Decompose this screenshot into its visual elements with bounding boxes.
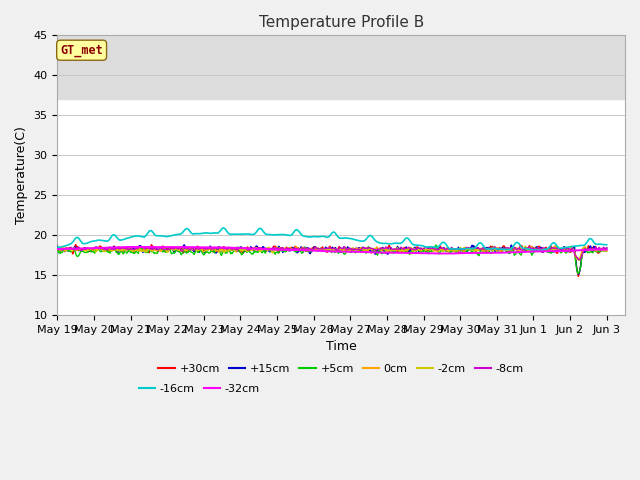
+15cm	[575, 272, 582, 277]
Text: GT_met: GT_met	[60, 44, 103, 57]
Line: -32cm: -32cm	[58, 247, 607, 253]
0cm	[575, 257, 582, 263]
Legend: -16cm, -32cm: -16cm, -32cm	[134, 379, 264, 398]
+30cm	[72, 242, 79, 248]
-8cm	[136, 244, 144, 250]
Line: 0cm: 0cm	[58, 246, 607, 260]
0cm	[205, 245, 212, 251]
-2cm	[521, 243, 529, 249]
+5cm	[120, 251, 128, 256]
-16cm	[220, 225, 227, 231]
-16cm	[176, 231, 184, 237]
+5cm	[63, 247, 71, 253]
Bar	[58, 36, 625, 99]
-32cm	[63, 246, 71, 252]
+15cm	[205, 245, 213, 251]
-2cm	[575, 257, 583, 263]
+5cm	[432, 242, 440, 248]
+15cm	[176, 248, 184, 254]
-2cm	[205, 247, 212, 252]
+15cm	[120, 247, 128, 253]
+30cm	[575, 274, 582, 279]
-16cm	[399, 238, 407, 244]
0cm	[552, 243, 559, 249]
+15cm	[416, 247, 424, 252]
-16cm	[603, 242, 611, 248]
+30cm	[121, 248, 129, 253]
0cm	[63, 246, 71, 252]
Line: -16cm: -16cm	[58, 228, 607, 251]
-8cm	[54, 246, 61, 252]
+5cm	[575, 271, 582, 276]
Title: Temperature Profile B: Temperature Profile B	[259, 15, 424, 30]
-2cm	[603, 249, 611, 254]
Line: +15cm: +15cm	[58, 245, 607, 275]
0cm	[176, 246, 184, 252]
+5cm	[603, 245, 611, 251]
+5cm	[205, 250, 212, 256]
Line: -8cm: -8cm	[58, 247, 607, 260]
-32cm	[54, 246, 61, 252]
+30cm	[205, 246, 213, 252]
X-axis label: Time: Time	[326, 340, 356, 353]
0cm	[399, 248, 406, 253]
-32cm	[440, 251, 447, 256]
-8cm	[120, 246, 128, 252]
-16cm	[120, 237, 128, 242]
+30cm	[603, 248, 611, 253]
-32cm	[603, 247, 611, 252]
+15cm	[399, 249, 407, 254]
-2cm	[399, 248, 406, 253]
-16cm	[536, 248, 543, 253]
0cm	[603, 247, 611, 253]
-16cm	[54, 244, 61, 250]
-16cm	[205, 230, 212, 236]
-2cm	[54, 245, 61, 251]
+5cm	[415, 247, 422, 253]
+30cm	[54, 243, 61, 249]
-2cm	[120, 246, 128, 252]
-8cm	[603, 245, 611, 251]
-8cm	[177, 246, 184, 252]
-16cm	[416, 242, 424, 248]
+30cm	[399, 246, 407, 252]
+5cm	[399, 247, 406, 253]
+15cm	[603, 246, 611, 252]
-32cm	[399, 250, 407, 256]
-16cm	[63, 242, 71, 248]
-8cm	[63, 246, 71, 252]
+30cm	[63, 246, 71, 252]
-8cm	[205, 245, 213, 251]
-32cm	[138, 244, 145, 250]
Line: -2cm: -2cm	[58, 246, 607, 260]
+5cm	[176, 249, 184, 255]
-2cm	[415, 247, 422, 252]
Y-axis label: Temperature(C): Temperature(C)	[15, 126, 28, 224]
Line: +30cm: +30cm	[58, 245, 607, 276]
-32cm	[120, 244, 128, 250]
-8cm	[399, 246, 407, 252]
+15cm	[180, 242, 188, 248]
+15cm	[54, 243, 61, 249]
+5cm	[54, 248, 61, 253]
0cm	[120, 247, 128, 253]
+30cm	[416, 248, 424, 254]
+30cm	[177, 245, 184, 251]
-2cm	[63, 247, 71, 252]
-32cm	[177, 244, 184, 250]
-8cm	[416, 246, 424, 252]
0cm	[415, 246, 422, 252]
-32cm	[416, 250, 424, 256]
Line: +5cm: +5cm	[58, 245, 607, 274]
-8cm	[575, 257, 583, 263]
-32cm	[205, 244, 213, 250]
-2cm	[176, 247, 184, 253]
+15cm	[63, 247, 71, 252]
0cm	[54, 247, 61, 253]
